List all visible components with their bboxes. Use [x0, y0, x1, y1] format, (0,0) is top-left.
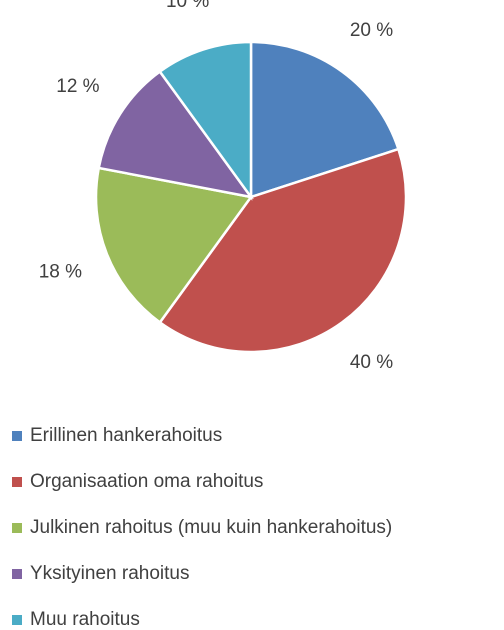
- legend-label: Yksityinen rahoitus: [30, 563, 189, 584]
- legend-label: Erillinen hankerahoitus: [30, 425, 222, 446]
- pie-slice: [158, 40, 253, 201]
- legend-swatch: [12, 615, 22, 625]
- data-label: 40 %: [350, 352, 393, 373]
- pie-slice: [97, 69, 254, 199]
- legend-swatch: [12, 431, 22, 441]
- legend-label: Julkinen rahoitus (muu kuin hankerahoitu…: [30, 517, 392, 538]
- legend-swatch: [12, 569, 22, 579]
- legend-label: Organisaation oma rahoitus: [30, 471, 263, 492]
- legend-swatch: [12, 523, 22, 533]
- data-label: 10 %: [166, 0, 209, 12]
- data-label: 18 %: [39, 261, 82, 282]
- pie-slice: [94, 166, 254, 325]
- pie-slice: [249, 40, 400, 199]
- legend-swatch: [12, 477, 22, 487]
- data-label: 12 %: [56, 76, 99, 97]
- pie-slice: [158, 147, 408, 354]
- data-label: 20 %: [350, 20, 393, 41]
- legend-label: Muu rahoitus: [30, 609, 140, 630]
